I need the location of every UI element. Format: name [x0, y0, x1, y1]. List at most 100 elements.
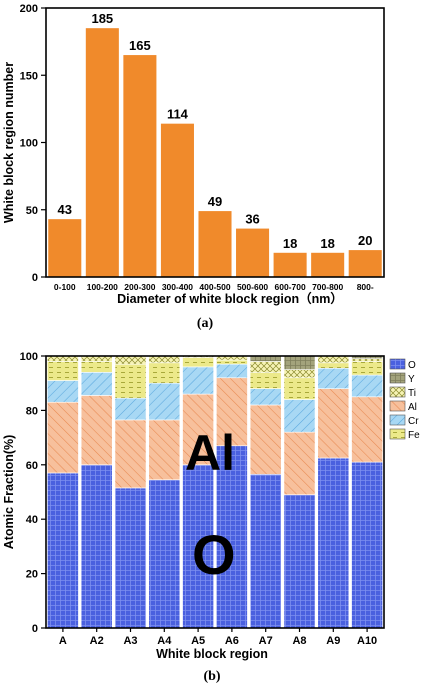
bar-segment-o: [317, 457, 350, 629]
bar-segment-fe: [47, 361, 79, 381]
bar: [348, 250, 382, 277]
bar: [311, 252, 345, 277]
bar-segment-cr: [317, 367, 350, 389]
data-label: 18: [320, 236, 334, 251]
legend-label-fe: Fe: [408, 430, 420, 441]
bar: [160, 123, 194, 277]
x-tick-label: 100-200: [87, 282, 118, 292]
bar-segment-ti: [80, 355, 113, 362]
y-tick-label: 80: [26, 405, 38, 417]
bar-segment-ti: [317, 355, 350, 364]
bar-segment-o: [283, 494, 316, 629]
bar-segment-al: [216, 377, 248, 447]
x-tick-label: 600-700: [275, 282, 306, 292]
x-tick-label: 200-300: [124, 282, 155, 292]
y-tick-label: 50: [26, 205, 38, 217]
bar-segment-fe: [182, 357, 214, 368]
legend-label-o: O: [408, 360, 416, 371]
annotation-al: Al: [185, 425, 235, 481]
bar-segment-fe: [80, 361, 113, 373]
annotation-o: O: [192, 523, 236, 586]
x-axis-label: White block region: [156, 647, 268, 661]
x-tick-label: A3: [123, 635, 137, 647]
bar-segment-al: [47, 401, 79, 474]
data-label: 20: [358, 233, 372, 248]
x-tick-label: A7: [259, 635, 273, 647]
bar-segment-o: [351, 461, 383, 629]
bar-segment-cr: [47, 380, 79, 403]
bar-segment-al: [283, 431, 316, 496]
y-tick-label: 100: [20, 351, 38, 363]
y-tick-label: 100: [20, 138, 38, 150]
legend-label-al: Al: [408, 402, 417, 413]
y-tick-label: 60: [26, 460, 38, 472]
bar-segment-ti: [283, 369, 316, 379]
y-tick-label: 0: [32, 272, 38, 284]
bar: [123, 55, 157, 278]
chart-a: 43 0-100 185 100-200 165 200-300 114 300-400 49 4…: [2, 3, 385, 331]
chart-b: A A2 A3 A4 A5 A6 A7 A8 A9 A10020406080100AlOOYTiA…: [2, 351, 420, 684]
x-tick-label: A6: [225, 635, 239, 647]
bar-segment-fe: [148, 362, 181, 384]
data-label: 18: [283, 236, 297, 251]
legend-swatch-cr: [389, 414, 406, 426]
bar-segment-fe: [283, 377, 316, 400]
legend-label-cr: Cr: [408, 416, 419, 427]
legend-swatch-al: [389, 400, 406, 412]
x-tick-label: A5: [191, 635, 205, 647]
bar-segment-al: [148, 419, 181, 481]
bar-segment-al: [114, 419, 147, 489]
bar-segment-cr: [216, 363, 248, 379]
bar-segment-y: [283, 355, 316, 370]
x-tick-label: A8: [292, 635, 306, 647]
y-tick-label: 200: [20, 3, 38, 15]
bar-segment-ti: [148, 355, 181, 364]
bar-segment-o: [114, 487, 147, 629]
data-label: 185: [91, 11, 113, 26]
bar-segment-cr: [283, 399, 316, 433]
bar-segment-o: [216, 445, 248, 629]
x-tick-label: A4: [157, 635, 172, 647]
y-axis-label: White block region number: [2, 62, 16, 223]
legend-label-y: Y: [408, 374, 415, 385]
bar-segment-ti: [114, 355, 147, 365]
bar-segment-cr: [182, 366, 214, 395]
plot-frame: [45, 355, 385, 629]
x-tick-label: 500-600: [237, 282, 268, 292]
x-tick-label: 800-: [357, 282, 374, 292]
bar-segment-cr: [80, 372, 113, 396]
data-label: 49: [208, 194, 222, 209]
data-label: 114: [167, 107, 189, 122]
y-tick-label: 40: [26, 514, 38, 526]
bar-segment-y: [249, 355, 282, 362]
bar-segment-ti: [47, 355, 79, 362]
x-tick-label: A2: [90, 635, 104, 647]
x-tick-label: 0-100: [54, 282, 76, 292]
bar-segment-cr: [114, 397, 147, 421]
x-tick-label: 700-800: [312, 282, 343, 292]
bar-segment-al: [317, 388, 350, 459]
bar: [273, 252, 307, 277]
bar-segment-ti: [249, 361, 282, 373]
x-tick-label: A: [59, 635, 67, 647]
data-label: 165: [129, 38, 151, 53]
caption-a: (a): [197, 316, 214, 331]
legend-swatch-ti: [389, 386, 406, 398]
legend-swatch-y: [389, 372, 406, 384]
bar: [198, 211, 232, 277]
bar: [85, 28, 119, 277]
x-tick-label: 300-400: [162, 282, 193, 292]
legend-swatch-o: [389, 358, 406, 370]
bar-segment-fe: [351, 361, 383, 376]
bar-segment-cr: [351, 374, 383, 398]
bar-segment-fe: [114, 363, 147, 399]
x-axis-label: Diameter of white block region（nm）: [117, 291, 343, 306]
y-tick-label: 0: [32, 623, 38, 635]
caption-b: (b): [203, 669, 220, 684]
bar-segment-al: [80, 395, 113, 466]
data-label: 36: [245, 212, 259, 227]
bar: [48, 219, 82, 277]
data-label: 43: [58, 202, 72, 217]
bar-segment-fe: [317, 362, 350, 369]
